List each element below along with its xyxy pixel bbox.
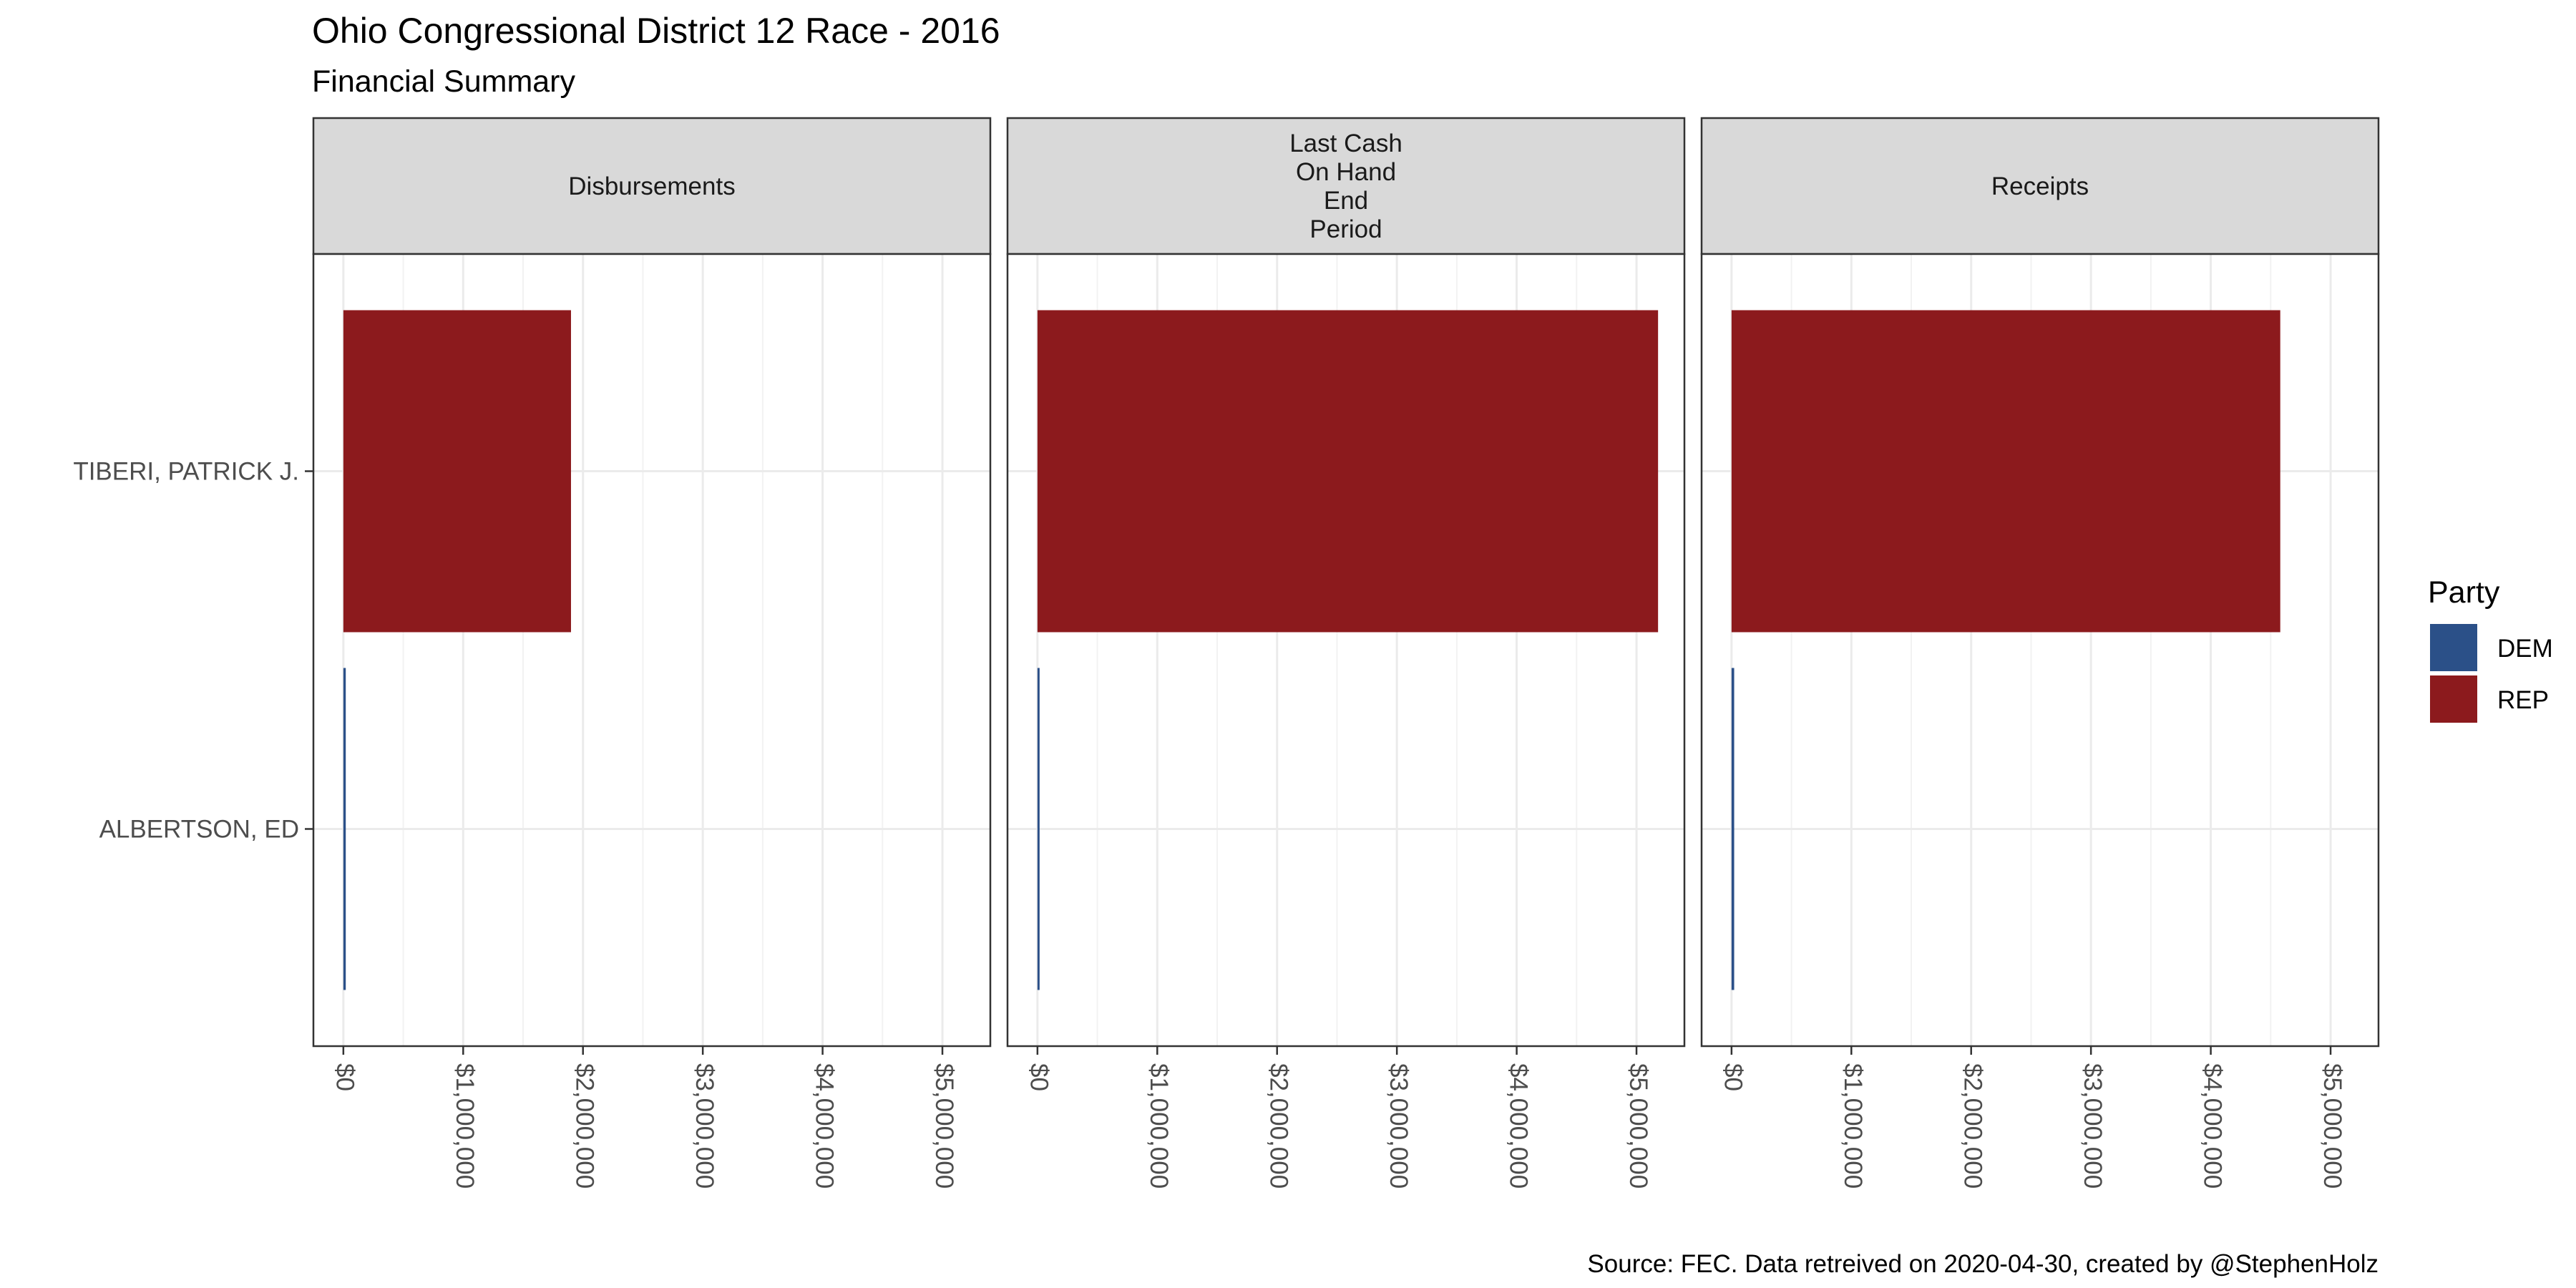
facet-strip <box>1006 117 1686 255</box>
x-tick-label: $1,000,000 <box>451 1063 479 1189</box>
x-tick-label: $3,000,000 <box>1385 1063 1413 1189</box>
x-tick-label: $5,000,000 <box>1624 1063 1652 1189</box>
bar <box>1731 668 1735 990</box>
facet-panel: Receipts $0 $1,000,000 $2,000,000 $3,000,000… <box>1700 117 2380 1189</box>
facet-strip-label: Disbursements <box>568 172 735 200</box>
y-axis: ALBERTSON, ED TIBERI, PATRICK J. <box>73 458 313 844</box>
x-tick-label: $4,000,000 <box>2198 1063 2226 1189</box>
x-tick-label: $4,000,000 <box>1504 1063 1532 1189</box>
bar <box>1037 310 1659 633</box>
bar <box>1037 668 1040 990</box>
x-tick-label: $5,000,000 <box>2318 1063 2346 1189</box>
facet-strip-label: Period <box>1309 215 1382 243</box>
x-tick-label: $0 <box>1025 1063 1053 1091</box>
facet-strip <box>1700 117 2380 255</box>
facet-strip-label: Last Cash <box>1289 130 1402 157</box>
facet-strip-label: End <box>1324 187 1368 215</box>
chart-title: Ohio Congressional District 12 Race - 20… <box>312 11 1000 51</box>
panel-border <box>1006 253 1686 1048</box>
legend-key <box>2430 675 2477 723</box>
x-tick-label: $3,000,000 <box>691 1063 718 1189</box>
y-tick-label: TIBERI, PATRICK J. <box>73 458 299 486</box>
x-tick-label: $5,000,000 <box>930 1063 958 1189</box>
y-tick-label: ALBERTSON, ED <box>99 816 299 844</box>
x-tick-label: $1,000,000 <box>1839 1063 1867 1189</box>
legend-label: REP <box>2497 686 2549 714</box>
facet-strip-label: On Hand <box>1296 158 1396 186</box>
facet-panel: Disbursements $0 $1,000,000 $2,000,000 $3,00… <box>312 117 992 1189</box>
legend: Party DEM REP <box>2428 575 2553 723</box>
bar <box>343 310 571 633</box>
x-tick-label: $1,000,000 <box>1145 1063 1173 1189</box>
facet-panels: Disbursements $0 $1,000,000 $2,000,000 $3,00… <box>312 117 2380 1189</box>
panel-border <box>312 253 992 1048</box>
x-tick-label: $3,000,000 <box>2079 1063 2107 1189</box>
legend-title: Party <box>2428 575 2500 610</box>
x-tick-label: $2,000,000 <box>1264 1063 1292 1189</box>
x-tick-label: $0 <box>331 1063 359 1091</box>
bar <box>1731 310 2280 633</box>
x-tick-label: $0 <box>1719 1063 1747 1091</box>
chart-subtitle: Financial Summary <box>312 64 575 99</box>
chart-caption: Source: FEC. Data retreived on 2020-04-3… <box>1587 1250 2379 1278</box>
x-tick-label: $4,000,000 <box>810 1063 838 1189</box>
bar <box>343 668 346 990</box>
x-tick-label: $2,000,000 <box>570 1063 598 1189</box>
facet-strip-label: Receipts <box>1991 172 2089 200</box>
x-tick-label: $2,000,000 <box>1958 1063 1986 1189</box>
panel-border <box>1700 253 2380 1048</box>
legend-label: DEM <box>2497 635 2553 663</box>
legend-key <box>2430 624 2477 671</box>
facet-strip <box>312 117 992 255</box>
